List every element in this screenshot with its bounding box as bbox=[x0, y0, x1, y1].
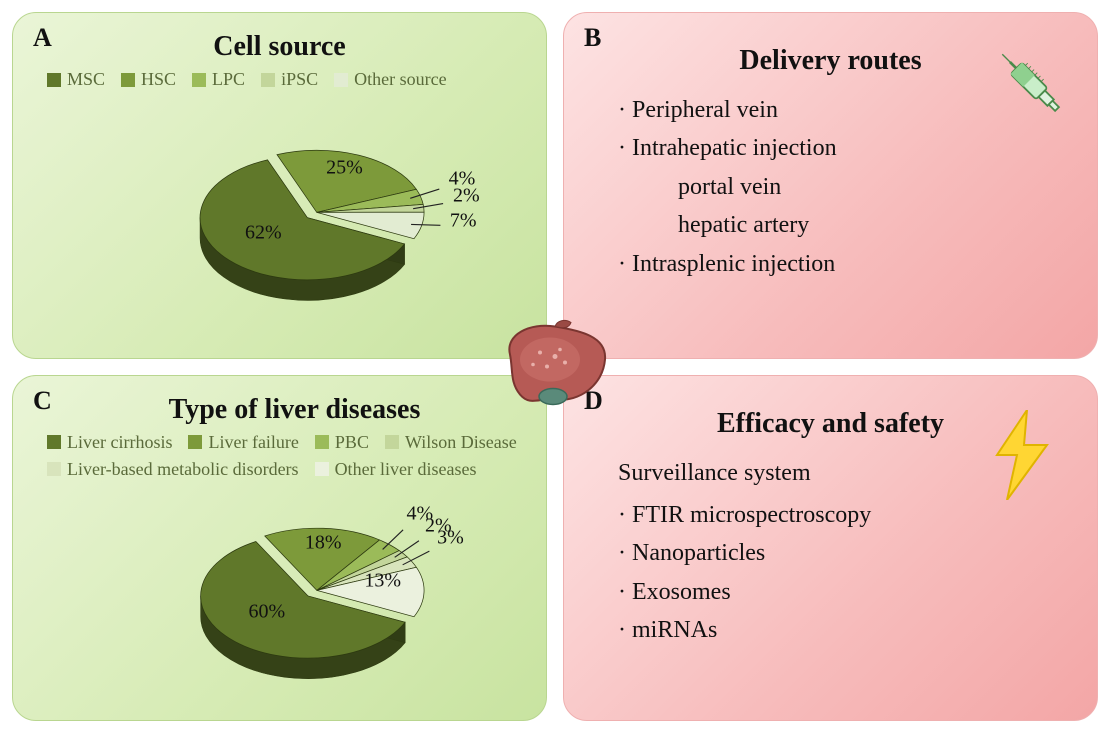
legend-label: Other liver diseases bbox=[335, 459, 477, 480]
legend-swatch bbox=[47, 435, 61, 449]
pie-pct-label: 62% bbox=[245, 221, 282, 244]
panel-b-label: B bbox=[584, 23, 601, 53]
list-item: · Nanoparticles bbox=[618, 534, 1073, 572]
pie-pct-label: 18% bbox=[305, 531, 342, 554]
legend-swatch bbox=[385, 435, 399, 449]
legend-label: iPSC bbox=[281, 69, 318, 90]
panel-a-pie: 62%25%4%2%7% bbox=[37, 96, 522, 340]
panel-c-pie: 60%18%4%2%3%13% bbox=[37, 486, 522, 706]
panel-a-title: Cell source bbox=[37, 31, 522, 63]
panel-a-legend: MSC HSC LPC iPSC Other source bbox=[47, 69, 522, 90]
list-item: · miRNAs bbox=[618, 611, 1073, 649]
legend-swatch bbox=[47, 73, 61, 87]
legend-swatch bbox=[47, 462, 61, 476]
lightning-icon bbox=[987, 410, 1057, 505]
legend-label: Liver-based metabolic disorders bbox=[67, 459, 299, 480]
legend-item: MSC bbox=[47, 69, 105, 90]
pie-pct-label: 3% bbox=[437, 527, 464, 550]
legend-swatch bbox=[188, 435, 202, 449]
panel-b: B Delivery routes · Peripheral vein· Int… bbox=[563, 12, 1098, 359]
pie-pct-label: 2% bbox=[453, 184, 480, 207]
list-item: hepatic artery bbox=[678, 206, 1073, 244]
legend-swatch bbox=[192, 73, 206, 87]
list-item: · Exosomes bbox=[618, 573, 1073, 611]
legend-label: Other source bbox=[354, 69, 446, 90]
legend-label: Liver cirrhosis bbox=[67, 432, 172, 453]
legend-item: Other source bbox=[334, 69, 446, 90]
legend-label: HSC bbox=[141, 69, 176, 90]
list-item: · Intrasplenic injection bbox=[618, 245, 1073, 283]
legend-item: LPC bbox=[192, 69, 245, 90]
legend-swatch bbox=[121, 73, 135, 87]
legend-label: Liver failure bbox=[208, 432, 298, 453]
panel-c-title: Type of liver diseases bbox=[67, 394, 522, 426]
legend-label: Wilson Disease bbox=[405, 432, 517, 453]
syringe-icon bbox=[977, 43, 1067, 138]
pie-pct-label: 7% bbox=[450, 210, 477, 233]
legend-swatch bbox=[315, 435, 329, 449]
pie-pct-label: 60% bbox=[248, 601, 285, 624]
legend-swatch bbox=[315, 462, 329, 476]
legend-label: MSC bbox=[67, 69, 105, 90]
legend-label: LPC bbox=[212, 69, 245, 90]
legend-item: Other liver diseases bbox=[315, 459, 477, 480]
legend-item: Liver-based metabolic disorders bbox=[47, 459, 299, 480]
legend-item: Wilson Disease bbox=[385, 432, 517, 453]
panel-c-label: C bbox=[33, 386, 52, 416]
pie-pct-label: 25% bbox=[326, 157, 363, 180]
panel-a-label: A bbox=[33, 23, 52, 53]
panel-c-legend: Liver cirrhosis Liver failure PBC Wilson Di… bbox=[47, 432, 522, 480]
panel-c: C Type of liver diseases Liver cirrhosis… bbox=[12, 375, 547, 722]
panel-d: D Efficacy and safety Surveillance syste… bbox=[563, 375, 1098, 722]
liver-icon bbox=[495, 314, 615, 419]
panel-a: A Cell source MSCHSCLPCiPSCOther source … bbox=[12, 12, 547, 359]
legend-item: Liver failure bbox=[188, 432, 298, 453]
legend-swatch bbox=[261, 73, 275, 87]
legend-item: Liver cirrhosis bbox=[47, 432, 172, 453]
legend-item: PBC bbox=[315, 432, 369, 453]
legend-item: iPSC bbox=[261, 69, 318, 90]
legend-swatch bbox=[334, 73, 348, 87]
legend-label: PBC bbox=[335, 432, 369, 453]
pie-pct-label: 13% bbox=[364, 569, 401, 592]
legend-item: HSC bbox=[121, 69, 176, 90]
list-item: portal vein bbox=[678, 168, 1073, 206]
